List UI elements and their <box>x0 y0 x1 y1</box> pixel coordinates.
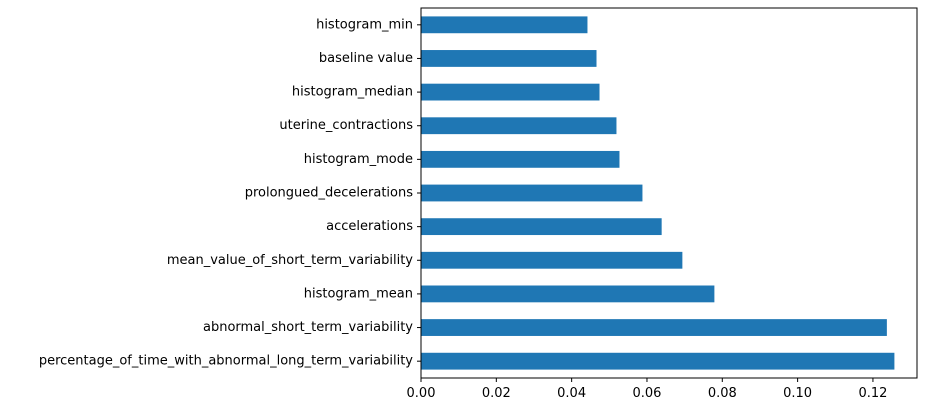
x-tick-label: 0.06 <box>632 386 661 401</box>
x-tick-label: 0.02 <box>482 386 511 401</box>
bar-2 <box>421 285 715 303</box>
bar-4 <box>421 218 662 236</box>
y-tick-label: histogram_mode <box>304 152 413 167</box>
bar-9 <box>421 50 597 67</box>
x-tick-group: 0.00 0.02 0.04 0.06 0.08 0.10 0.12 <box>407 378 887 401</box>
plot-frame <box>420 7 918 379</box>
y-tick-label: histogram_min <box>316 17 413 32</box>
x-tick-label: 0.08 <box>708 386 737 401</box>
bar-6 <box>421 150 620 168</box>
y-tick-label: accelerations <box>326 219 413 234</box>
bar-5 <box>421 184 643 202</box>
x-tick-label: 0.10 <box>783 386 812 401</box>
y-tick-label: percentage_of_time_with_abnormal_long_te… <box>39 354 413 369</box>
bar-0 <box>421 352 895 370</box>
x-tick-label: 0.00 <box>407 386 436 401</box>
y-tick-group: percentage_of_time_with_abnormal_long_te… <box>39 17 421 369</box>
y-tick-label: histogram_mean <box>304 286 413 301</box>
y-tick-label: baseline value <box>319 51 413 66</box>
y-tick-label: prolongued_decelerations <box>245 186 414 201</box>
x-tick-label: 0.04 <box>557 386 586 401</box>
bar-3 <box>421 251 683 269</box>
bar-10 <box>421 16 588 34</box>
bar-8 <box>421 83 600 101</box>
y-tick-label: abnormal_short_term_variability <box>203 320 413 335</box>
bar-1 <box>421 319 887 336</box>
y-tick-label: uterine_contractions <box>279 118 413 133</box>
y-tick-label: mean_value_of_short_term_variability <box>167 253 413 268</box>
bar-7 <box>421 117 617 135</box>
y-tick-label: histogram_median <box>292 85 413 100</box>
x-tick-label: 0.12 <box>858 386 887 401</box>
bars-group <box>421 16 895 370</box>
